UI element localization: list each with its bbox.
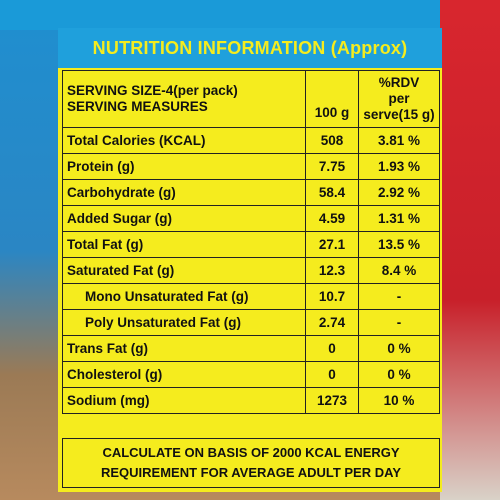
per-100g: 4.59 <box>305 205 359 232</box>
rdv-percent: 0 % <box>358 335 440 362</box>
per-100g: 0 <box>305 335 359 362</box>
nutrient-name: Trans Fat (g) <box>62 335 306 362</box>
nutrient-row: Trans Fat (g) 0 0 % <box>62 335 440 362</box>
nutrient-row: Total Fat (g) 27.1 13.5 % <box>62 231 440 258</box>
header-line: SERVING MEASURES <box>67 99 208 114</box>
footer-line: CALCULATE ON BASIS OF 2000 KCAL ENERGY <box>102 445 400 460</box>
nutrient-row: Added Sugar (g) 4.59 1.31 % <box>62 205 440 232</box>
rdv-percent: 1.93 % <box>358 153 440 180</box>
per-100g: 508 <box>305 127 359 154</box>
header-cell: 100 g <box>305 70 359 128</box>
nutrient-name: Poly Unsaturated Fat (g) <box>62 309 306 336</box>
footer-note: CALCULATE ON BASIS OF 2000 KCAL ENERGY R… <box>62 438 440 488</box>
per-100g: 10.7 <box>305 283 359 310</box>
per-100g: 2.74 <box>305 309 359 336</box>
nutrition-table: SERVING SIZE-4(per pack) SERVING MEASURES… <box>62 70 440 414</box>
nutrient-row: Sodium (mg) 1273 10 % <box>62 387 440 414</box>
rdv-percent: 10 % <box>358 387 440 414</box>
rdv-percent: 0 % <box>358 361 440 388</box>
label-title: NUTRITION INFORMATION (Approx) <box>58 28 442 68</box>
nutrient-row: Saturated Fat (g) 12.3 8.4 % <box>62 257 440 284</box>
header-cell: SERVING SIZE-4(per pack) SERVING MEASURES <box>62 70 306 128</box>
footer-line: REQUIREMENT FOR AVERAGE ADULT PER DAY <box>101 465 401 480</box>
header-line: SERVING SIZE-4(per pack) <box>67 83 238 98</box>
per-100g: 58.4 <box>305 179 359 206</box>
per-100g: 7.75 <box>305 153 359 180</box>
nutrient-row: Carbohydrate (g) 58.4 2.92 % <box>62 179 440 206</box>
header-line: per serve(15 g) <box>363 91 435 122</box>
header-row: SERVING SIZE-4(per pack) SERVING MEASURES… <box>62 70 440 128</box>
nutrient-row: Poly Unsaturated Fat (g) 2.74- <box>62 309 440 336</box>
nutrition-label: NUTRITION INFORMATION (Approx) SERVING S… <box>58 28 442 492</box>
nutrient-name: Added Sugar (g) <box>62 205 306 232</box>
rdv-percent: - <box>358 309 440 336</box>
package-edge <box>440 0 500 500</box>
nutrient-row: Mono Unsaturated Fat (g) 10.7- <box>62 283 440 310</box>
nutrient-name: Mono Unsaturated Fat (g) <box>62 283 306 310</box>
nutrient-name: Sodium (mg) <box>62 387 306 414</box>
header-cell: %RDV per serve(15 g) <box>358 70 440 128</box>
nutrient-row: Cholesterol (g) 0 0 % <box>62 361 440 388</box>
per-100g: 1273 <box>305 387 359 414</box>
table-body: SERVING SIZE-4(per pack) SERVING MEASURES… <box>62 70 440 414</box>
per-100g: 27.1 <box>305 231 359 258</box>
rdv-percent: 2.92 % <box>358 179 440 206</box>
nutrient-row: Protein (g) 7.75 1.93 % <box>62 153 440 180</box>
package-top <box>0 0 500 30</box>
header-line: %RDV <box>378 75 420 90</box>
nutrient-name: Saturated Fat (g) <box>62 257 306 284</box>
nutrient-name: Total Fat (g) <box>62 231 306 258</box>
per-100g: 0 <box>305 361 359 388</box>
per-100g: 12.3 <box>305 257 359 284</box>
nutrient-name: Total Calories (KCAL) <box>62 127 306 154</box>
rdv-percent: 3.81 % <box>358 127 440 154</box>
rdv-percent: 1.31 % <box>358 205 440 232</box>
rdv-percent: - <box>358 283 440 310</box>
nutrient-name: Cholesterol (g) <box>62 361 306 388</box>
nutrient-name: Protein (g) <box>62 153 306 180</box>
rdv-percent: 13.5 % <box>358 231 440 258</box>
rdv-percent: 8.4 % <box>358 257 440 284</box>
nutrient-row: Total Calories (KCAL) 508 3.81 % <box>62 127 440 154</box>
nutrient-name: Carbohydrate (g) <box>62 179 306 206</box>
